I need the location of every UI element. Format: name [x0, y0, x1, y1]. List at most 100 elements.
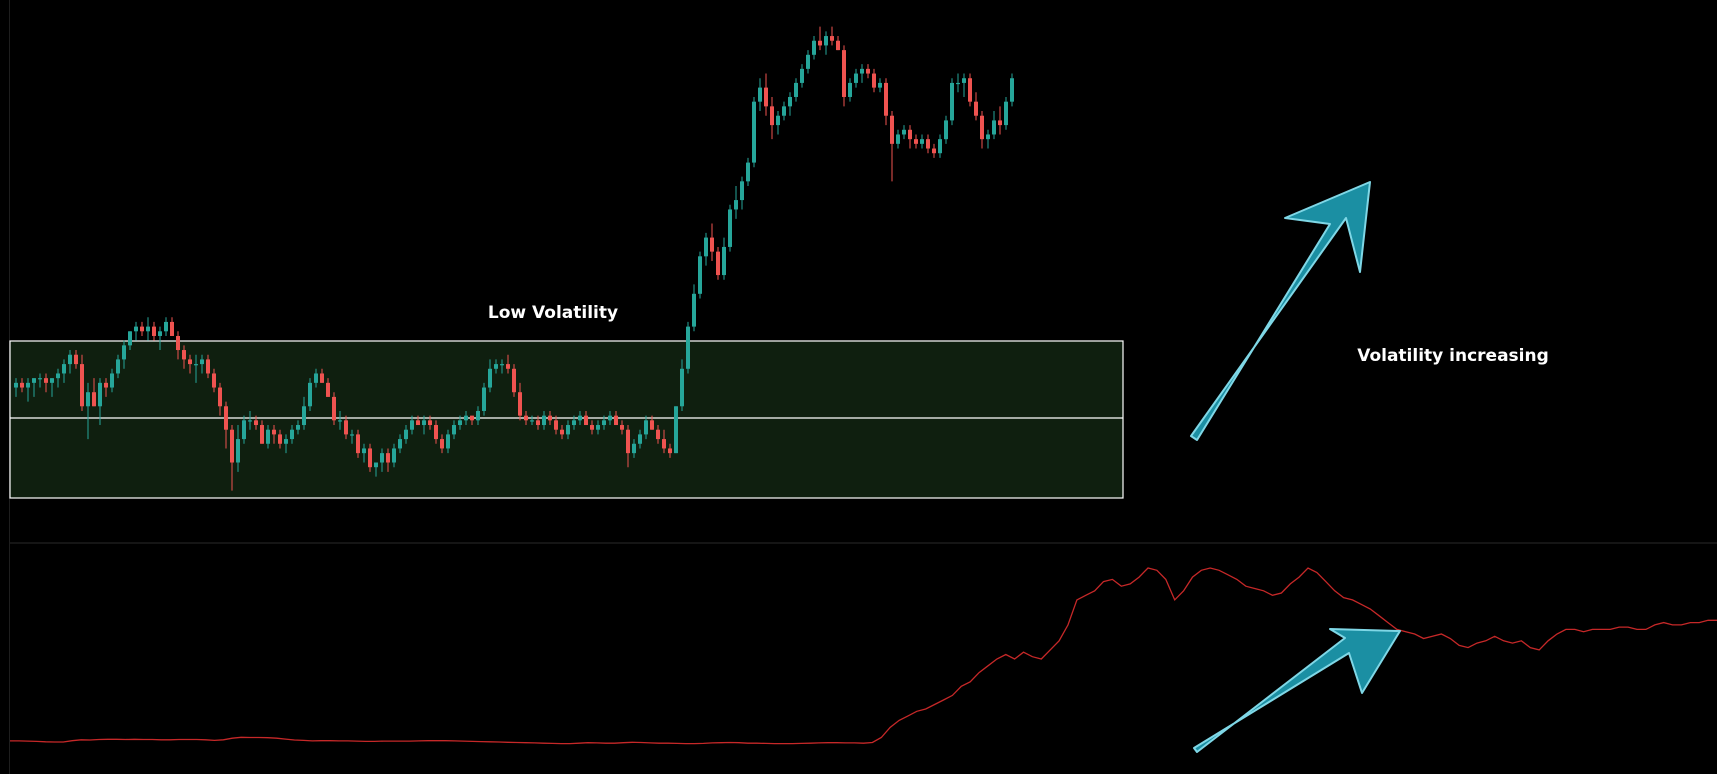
candle-body [512, 368, 516, 393]
candle [254, 415, 258, 430]
candle-body [920, 139, 924, 144]
candle-body [542, 415, 546, 426]
candle [104, 378, 108, 397]
candle [308, 378, 312, 411]
candle [1004, 96, 1008, 130]
candle [776, 111, 780, 135]
candle [800, 64, 804, 88]
candle-body [686, 326, 690, 369]
candle [338, 410, 342, 430]
candle-body [464, 415, 468, 421]
candle-body [482, 387, 486, 411]
candle-body [662, 439, 666, 449]
candle [680, 359, 684, 411]
candle [374, 462, 378, 477]
candle [110, 368, 114, 393]
candle [650, 415, 654, 430]
candle-body [644, 420, 648, 435]
candle-body [530, 420, 534, 422]
candle-body [296, 425, 300, 430]
candle-body [320, 373, 324, 383]
candle-body [590, 425, 594, 430]
candle-body [128, 331, 132, 346]
candle-body [710, 237, 714, 252]
candle-body [440, 439, 444, 449]
candle [578, 410, 582, 426]
candle [782, 101, 786, 121]
candle [752, 96, 756, 168]
candle-body [836, 40, 840, 51]
candle [488, 359, 492, 393]
candle-body [488, 368, 492, 388]
candle [500, 359, 504, 374]
candle [812, 36, 816, 60]
candle [26, 378, 30, 402]
candle-body [674, 406, 678, 454]
candle-body [290, 429, 294, 440]
candle-body [362, 448, 366, 454]
candle-body [344, 420, 348, 435]
candle-body [200, 359, 204, 365]
candle [830, 26, 834, 46]
candle [458, 415, 462, 430]
candle [548, 410, 552, 426]
candle-body [302, 406, 306, 426]
candle-body [392, 448, 396, 463]
volatility-increasing-label: Volatility increasing [1357, 346, 1549, 366]
candle-body [980, 115, 984, 140]
candle-body [356, 434, 360, 454]
candle [608, 410, 612, 426]
candle-body [638, 434, 642, 444]
candle-body [1010, 78, 1014, 102]
candle-body [116, 359, 120, 374]
candle [128, 331, 132, 351]
candle [626, 425, 630, 468]
candle-body [422, 420, 426, 426]
candle [320, 368, 324, 383]
candle [848, 78, 852, 102]
candle-body [614, 415, 618, 426]
upper-arrow-icon [1190, 181, 1371, 441]
candle [710, 223, 714, 261]
candle [278, 429, 282, 449]
candle-body [842, 50, 846, 97]
candle [716, 246, 720, 280]
candle [32, 378, 36, 397]
candle-body [44, 378, 48, 383]
candle-body [188, 359, 192, 365]
candle-body [32, 378, 36, 383]
candle [350, 429, 354, 444]
candle-body [782, 106, 786, 116]
candle [590, 420, 594, 435]
candle-body [20, 382, 24, 388]
candle-body [374, 462, 378, 468]
candle-body [350, 434, 354, 436]
candle [470, 415, 474, 426]
candle [554, 415, 558, 435]
candle-body [314, 373, 318, 383]
candle [560, 425, 564, 440]
candle-body [770, 106, 774, 126]
candle [200, 354, 204, 374]
candle [770, 96, 774, 140]
candle-body [500, 364, 504, 366]
candle-body [308, 382, 312, 407]
candle [956, 73, 960, 93]
candle-body [974, 101, 978, 116]
candle-body [572, 420, 576, 426]
candle [284, 434, 288, 454]
candle-body [224, 406, 228, 430]
candle [272, 425, 276, 444]
candle [50, 378, 54, 397]
candle [122, 340, 126, 369]
candle-body [902, 129, 906, 135]
candle-body [176, 335, 180, 351]
candle [212, 368, 216, 393]
candle-body [92, 392, 96, 407]
candle-body [728, 209, 732, 247]
candle [182, 345, 186, 369]
candle-body [536, 420, 540, 426]
candle [518, 382, 522, 421]
candle [392, 443, 396, 468]
candle [746, 157, 750, 187]
